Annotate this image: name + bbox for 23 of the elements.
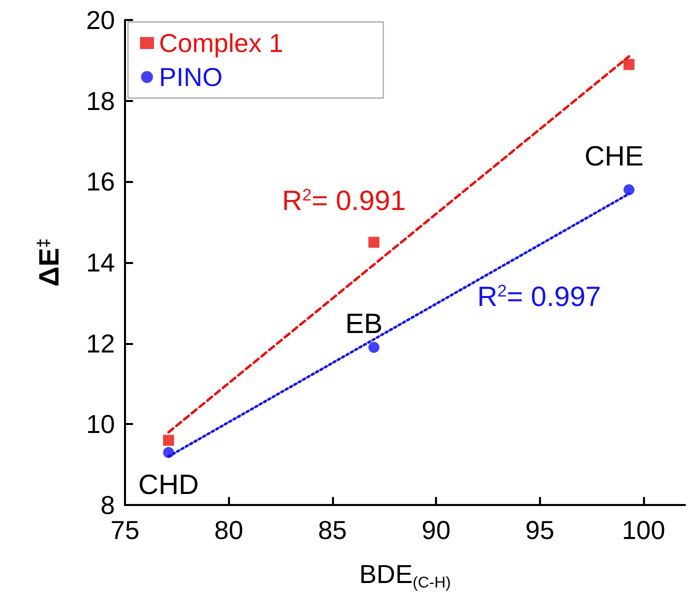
annotation: CHD: [138, 468, 199, 500]
y-axis-title: ΔE‡: [34, 238, 64, 287]
y-tick-label: 20: [86, 5, 115, 35]
point: [624, 184, 634, 196]
y-tick-label: 10: [86, 409, 115, 440]
point: [163, 434, 174, 446]
point: [368, 236, 380, 248]
x-tick-label: 95: [525, 515, 554, 545]
point: [368, 342, 380, 353]
annotation: CHE: [584, 140, 644, 172]
y-tick-label: 16: [86, 166, 115, 197]
y-tick-label: 14: [86, 248, 115, 278]
y-tick-label: 18: [86, 86, 115, 116]
x-tick-label: 100: [622, 515, 666, 545]
legend-label: PINO: [159, 62, 223, 92]
x-tick-label: 85: [318, 515, 347, 545]
x-tick-label: 80: [214, 515, 244, 545]
point: [163, 446, 174, 458]
annotation: EB: [345, 308, 383, 339]
point: [624, 58, 634, 70]
legend-label: Complex 1: [159, 28, 284, 58]
x-tick-label: 90: [422, 515, 451, 545]
y-tick-label: 12: [86, 328, 115, 358]
